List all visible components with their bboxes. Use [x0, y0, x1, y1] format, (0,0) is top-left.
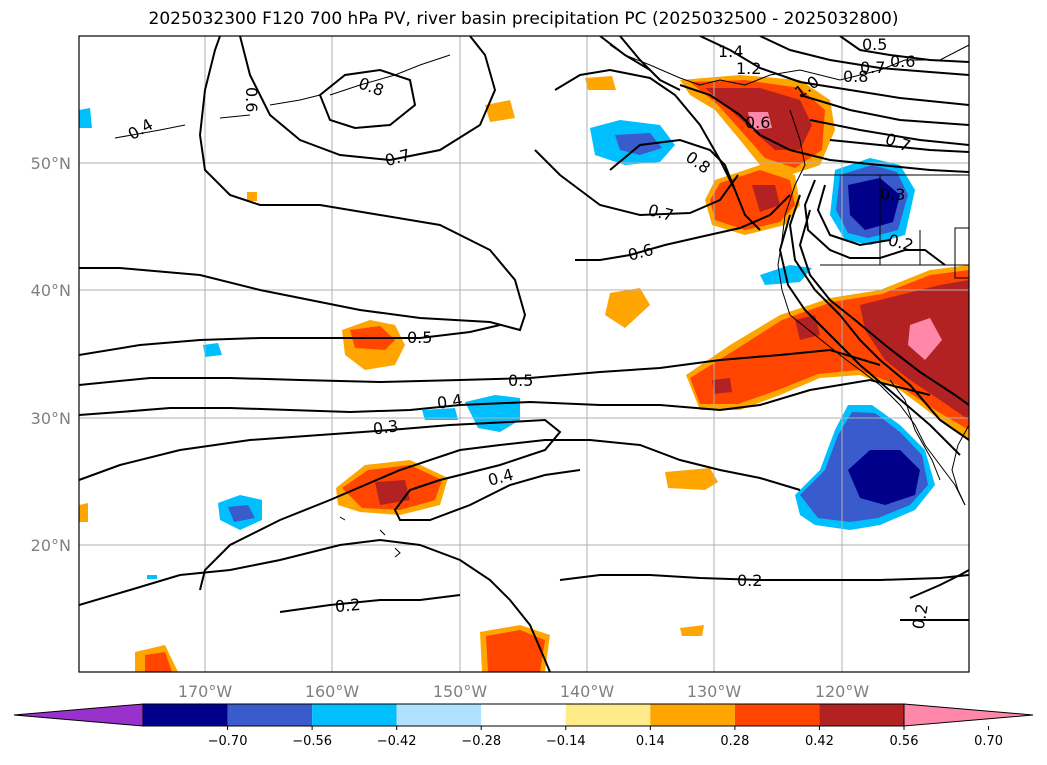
precip-positive-region: [908, 318, 942, 360]
contour-label: 0.6: [890, 52, 915, 71]
colorbar-tick-label: −0.28: [461, 734, 501, 749]
precip-positive-region: [752, 185, 780, 212]
colorbar-extend-max: [903, 703, 1034, 727]
precip-negative-region: [228, 505, 255, 522]
lon-label: 130°W: [687, 682, 742, 701]
longitude-labels: 170°W 160°W 150°W 140°W 130°W 120°W: [178, 682, 870, 701]
precip-negative-region: [79, 108, 92, 128]
colorbar-tick-label: 0.42: [805, 734, 834, 749]
latitude-labels: 50°N 40°N 30°N 20°N: [31, 154, 71, 555]
precip-negative-region: [147, 575, 157, 579]
precip-negative-region: [848, 178, 900, 230]
map-frame: [78, 35, 970, 673]
colorbar: −0.70 −0.56 −0.42 −0.28 −0.14 0.14 0.28 0.42 0.5…: [13, 703, 1034, 749]
colorbar-tick-label: −0.70: [208, 734, 248, 749]
lon-label: 140°W: [560, 682, 615, 701]
colorbar-tick-label: −0.56: [292, 734, 332, 749]
lat-label: 50°N: [31, 154, 71, 173]
precip-positive-region: [145, 652, 172, 672]
precip-positive-region: [375, 480, 410, 505]
contour-label: 1.2: [736, 59, 761, 78]
precip-positive-region: [748, 112, 772, 130]
precip-negative-region: [203, 343, 222, 357]
colorbar-tick-label: 0.14: [636, 734, 665, 749]
colorbar-bin: [312, 704, 397, 726]
precip-positive-region: [680, 625, 704, 636]
precip-negative-region: [422, 408, 458, 420]
precip-positive-region: [605, 288, 650, 328]
colorbar-tick-label: 0.70: [974, 734, 1003, 749]
contour-label: 0.2: [909, 602, 932, 630]
contour-label: 0.4: [436, 390, 464, 412]
contour-label: 1.4: [718, 42, 743, 61]
colorbar-bin: [734, 704, 820, 726]
contour-label: 0.5: [508, 371, 533, 390]
lon-label: 150°W: [433, 682, 488, 701]
colorbar-bin: [481, 704, 566, 726]
precip-negative-region: [848, 450, 920, 505]
contour-label: 0.3: [880, 185, 905, 204]
contour-label: 0.5: [862, 35, 887, 54]
colorbar-tick-label: −0.42: [377, 734, 417, 749]
precip-positive-region: [712, 378, 732, 394]
contour-label: 0.5: [407, 328, 432, 347]
precip-positive-region: [585, 76, 616, 90]
contour-label: 0.6: [745, 113, 770, 132]
lon-label: 160°W: [305, 682, 360, 701]
precip-positive-region: [247, 192, 257, 201]
precip-positive-region: [486, 630, 545, 672]
colorbar-extend-min: [13, 703, 144, 727]
graticule: [79, 36, 969, 672]
colorbar-bin: [396, 704, 482, 726]
colorbar-tick-label: 0.56: [890, 734, 919, 749]
precip-positive-region: [79, 503, 88, 522]
colorbar-bin: [227, 704, 313, 726]
lon-label: 120°W: [815, 682, 870, 701]
colorbar-frame: [142, 703, 905, 727]
contour-label: 0.7: [860, 58, 885, 77]
contour-label: 0.2: [334, 595, 361, 616]
map-title: 2025032300 F120 700 hPa PV, river basin …: [148, 9, 899, 29]
colorbar-bin: [565, 704, 651, 726]
colorbar-tick-label: −0.14: [546, 734, 586, 749]
contour-label: 0.2: [737, 571, 762, 590]
contour-label: 0.3: [372, 416, 400, 438]
lat-label: 30°N: [31, 409, 71, 428]
colorbar-bin: [650, 704, 735, 726]
precip-negative-region: [615, 133, 662, 155]
colorbar-tick-label: 0.28: [720, 734, 749, 749]
lat-label: 20°N: [31, 536, 71, 555]
pv-contours: [79, 36, 969, 672]
colorbar-bin: [819, 704, 904, 726]
contour-label: 0.6: [242, 87, 261, 112]
contour-label: 0.8: [843, 67, 868, 86]
colorbar-bin: [143, 704, 228, 726]
lat-label: 40°N: [31, 281, 71, 300]
lon-label: 170°W: [178, 682, 233, 701]
precip-positive-region: [665, 468, 718, 490]
precip-positive-region: [485, 100, 515, 122]
